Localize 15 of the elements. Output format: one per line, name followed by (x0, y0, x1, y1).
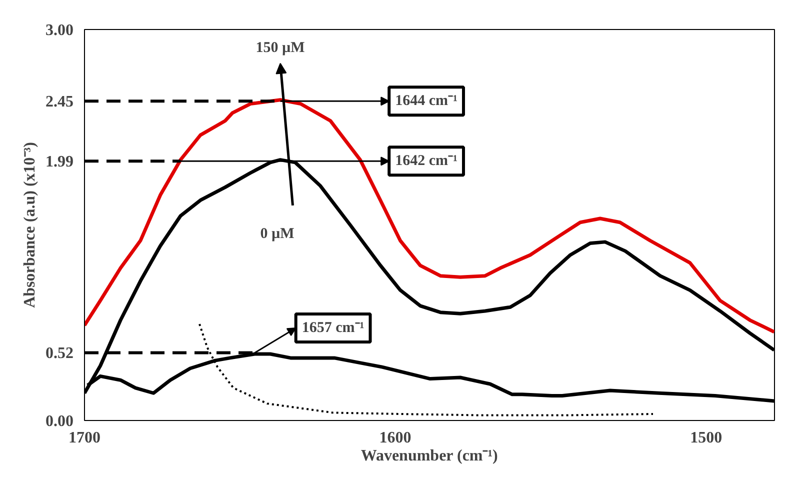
annotation: 1642 cm⁻¹ (395, 153, 458, 170)
x-tick-label: 1600 (379, 430, 412, 446)
x-axis-title: Wavenumber (cm⁻¹) (360, 448, 498, 464)
y-axis-title: Absorbance (a.u) (x10⁻³) (22, 142, 38, 308)
y-tick-label: 2.45 (46, 94, 74, 111)
annotation: 1657 cm⁻¹ (302, 320, 364, 336)
text: 0 µM (260, 226, 294, 242)
y-tick-label: 1.99 (46, 154, 74, 171)
x-tick-label: 1500 (690, 430, 722, 446)
annotation: 1644 cm⁻¹ (395, 93, 458, 110)
y-tick-label: 0.52 (46, 345, 74, 362)
x-tick-label: 1700 (68, 430, 100, 446)
text: 150 µM (256, 40, 305, 56)
y-tick-label: 0.00 (46, 413, 74, 430)
y-tick-label: 3.00 (46, 22, 74, 39)
